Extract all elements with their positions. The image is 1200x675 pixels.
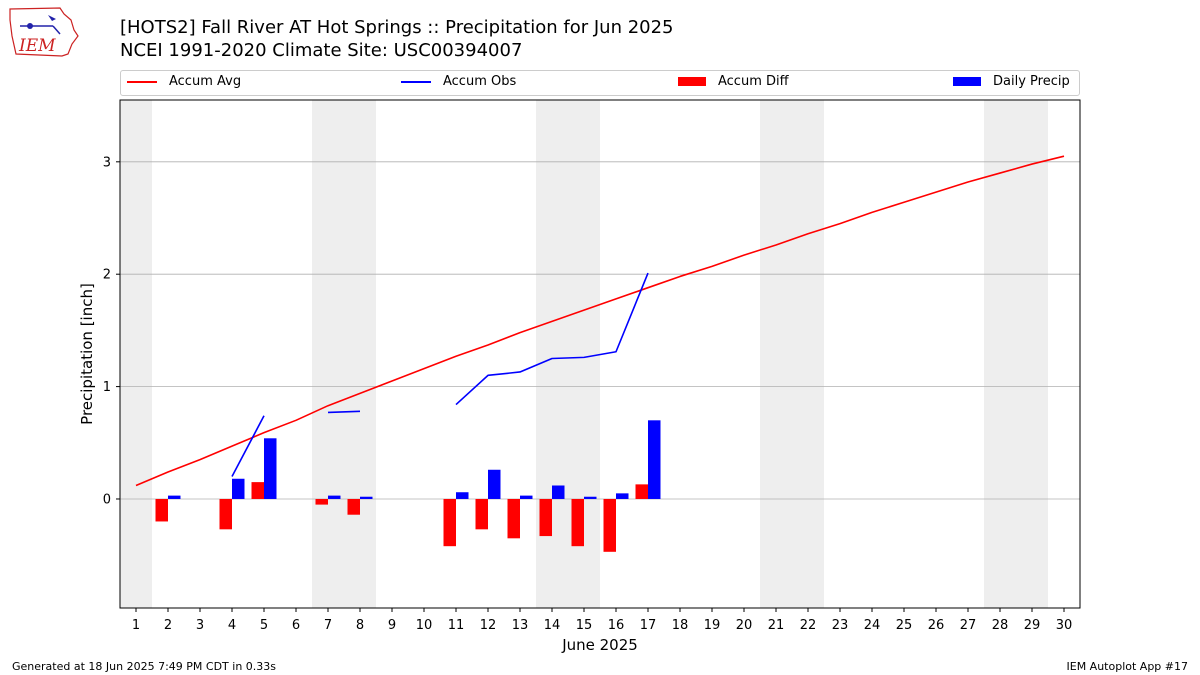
x-tick-label-12: 12 xyxy=(480,618,497,633)
x-tick-label-17: 17 xyxy=(640,618,657,633)
bar-accum-diff-day-2 xyxy=(155,498,168,522)
x-tick-label-7: 7 xyxy=(324,618,332,633)
plot-frame xyxy=(119,99,1081,609)
legend-swatch-accum-obs xyxy=(401,80,431,83)
y-tick-label-1: 1 xyxy=(103,380,111,395)
weekend-shade-5 xyxy=(984,100,1048,608)
legend-swatch-daily-precip xyxy=(953,77,981,86)
bar-accum-diff-day-14 xyxy=(539,498,552,537)
bar-accum-diff-day-7 xyxy=(315,498,328,505)
iem-logo: IEM xyxy=(9,7,79,57)
line-accum-obs-segment-3 xyxy=(455,272,649,406)
line-accum-obs-segment-2 xyxy=(327,410,361,414)
y-tick-label-3: 3 xyxy=(103,155,111,170)
x-tick-label-18: 18 xyxy=(672,618,689,633)
legend: Accum Avg Accum Obs Accum Diff Daily Pre… xyxy=(120,70,1080,96)
bar-daily-precip-day-4 xyxy=(232,478,245,499)
x-tick-label-2: 2 xyxy=(164,618,172,633)
x-tick-label-6: 6 xyxy=(292,618,300,633)
bar-daily-precip-day-17 xyxy=(648,420,661,499)
x-tick-label-26: 26 xyxy=(928,618,945,633)
x-tick-label-20: 20 xyxy=(736,618,753,633)
x-tick-label-9: 9 xyxy=(388,618,396,633)
y-tick-label-0: 0 xyxy=(103,492,111,507)
legend-label-accum-avg: Accum Avg xyxy=(169,74,242,89)
bar-accum-diff-day-5 xyxy=(251,482,264,499)
bar-daily-precip-day-5 xyxy=(264,438,277,499)
line-accum-obs-segment-1 xyxy=(231,415,265,477)
chart-subtitle: NCEI 1991-2020 Climate Site: USC00394007 xyxy=(120,40,523,61)
x-axis-label: June 2025 xyxy=(561,636,638,654)
x-tick-label-4: 4 xyxy=(228,618,236,633)
legend-item-accum-avg: Accum Avg xyxy=(127,74,241,89)
footer-app: IEM Autoplot App #17 xyxy=(1066,660,1189,673)
y-axis-label: Precipitation [inch] xyxy=(78,283,96,425)
bar-accum-diff-day-8 xyxy=(347,498,360,515)
x-tick-label-8: 8 xyxy=(356,618,364,633)
x-tick-label-10: 10 xyxy=(416,618,433,633)
x-tick-label-14: 14 xyxy=(544,618,561,633)
bar-daily-precip-day-12 xyxy=(488,469,501,499)
weekend-shade-1 xyxy=(120,100,152,608)
legend-label-accum-obs: Accum Obs xyxy=(443,74,517,89)
legend-label-daily-precip: Daily Precip xyxy=(993,74,1070,89)
bar-daily-precip-day-16 xyxy=(616,493,629,499)
bar-daily-precip-day-15 xyxy=(584,496,597,499)
x-tick-label-19: 19 xyxy=(704,618,721,633)
x-tick-label-21: 21 xyxy=(768,618,785,633)
x-tick-label-22: 22 xyxy=(800,618,817,633)
bar-daily-precip-day-8 xyxy=(360,496,373,499)
x-tick-label-23: 23 xyxy=(832,618,849,633)
footer-generated: Generated at 18 Jun 2025 7:49 PM CDT in … xyxy=(12,660,277,673)
x-tick-label-29: 29 xyxy=(1024,618,1041,633)
weekend-shade-2 xyxy=(312,100,376,608)
bar-accum-diff-day-12 xyxy=(475,498,488,530)
chart-title: [HOTS2] Fall River AT Hot Springs :: Pre… xyxy=(120,17,674,38)
legend-item-accum-obs: Accum Obs xyxy=(401,74,516,89)
bar-daily-precip-day-11 xyxy=(456,492,469,499)
logo-text: IEM xyxy=(18,36,56,56)
legend-swatch-accum-diff xyxy=(678,77,706,86)
x-tick-label-13: 13 xyxy=(512,618,529,633)
x-tick-label-27: 27 xyxy=(960,618,977,633)
bar-accum-diff-day-11 xyxy=(443,498,456,547)
line-accum-avg-segment-1 xyxy=(135,155,1065,487)
x-tick-label-25: 25 xyxy=(896,618,913,633)
x-tick-label-5: 5 xyxy=(260,618,268,633)
bar-accum-diff-day-4 xyxy=(219,498,232,530)
x-tick-label-16: 16 xyxy=(608,618,625,633)
legend-item-accum-diff: Accum Diff xyxy=(678,74,789,89)
bar-daily-precip-day-14 xyxy=(552,485,565,499)
x-tick-label-30: 30 xyxy=(1056,618,1073,633)
bar-accum-diff-day-16 xyxy=(603,498,616,552)
legend-swatch-accum-avg xyxy=(127,80,157,83)
bar-daily-precip-day-7 xyxy=(328,495,341,499)
legend-label-accum-diff: Accum Diff xyxy=(718,74,789,89)
x-tick-label-3: 3 xyxy=(196,618,204,633)
x-tick-label-11: 11 xyxy=(448,618,465,633)
x-tick-label-1: 1 xyxy=(132,618,140,633)
x-tick-label-15: 15 xyxy=(576,618,593,633)
x-tick-label-24: 24 xyxy=(864,618,881,633)
bar-accum-diff-day-13 xyxy=(507,498,520,539)
x-tick-label-28: 28 xyxy=(992,618,1009,633)
y-tick-label-2: 2 xyxy=(103,268,111,283)
bar-daily-precip-day-2 xyxy=(168,495,181,499)
legend-item-daily-precip: Daily Precip xyxy=(953,74,1070,89)
bar-accum-diff-day-17 xyxy=(635,484,648,499)
weekend-shade-4 xyxy=(760,100,824,608)
bar-accum-diff-day-15 xyxy=(571,498,584,547)
bar-daily-precip-day-13 xyxy=(520,495,533,499)
